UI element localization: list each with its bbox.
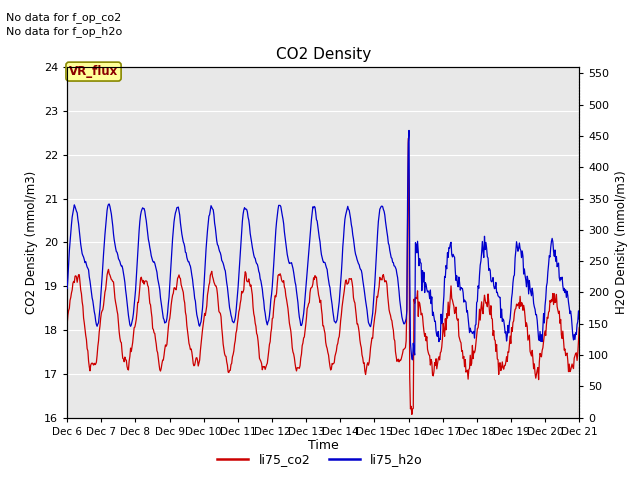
- Y-axis label: H2O Density (mmol/m3): H2O Density (mmol/m3): [615, 170, 628, 314]
- Title: CO2 Density: CO2 Density: [276, 47, 371, 62]
- Legend: li75_co2, li75_h2o: li75_co2, li75_h2o: [212, 448, 428, 471]
- Text: No data for f_op_co2: No data for f_op_co2: [6, 12, 122, 23]
- Text: No data for f_op_h2o: No data for f_op_h2o: [6, 26, 123, 37]
- Text: VR_flux: VR_flux: [69, 65, 118, 78]
- Y-axis label: CO2 Density (mmol/m3): CO2 Density (mmol/m3): [26, 171, 38, 314]
- X-axis label: Time: Time: [308, 439, 339, 453]
